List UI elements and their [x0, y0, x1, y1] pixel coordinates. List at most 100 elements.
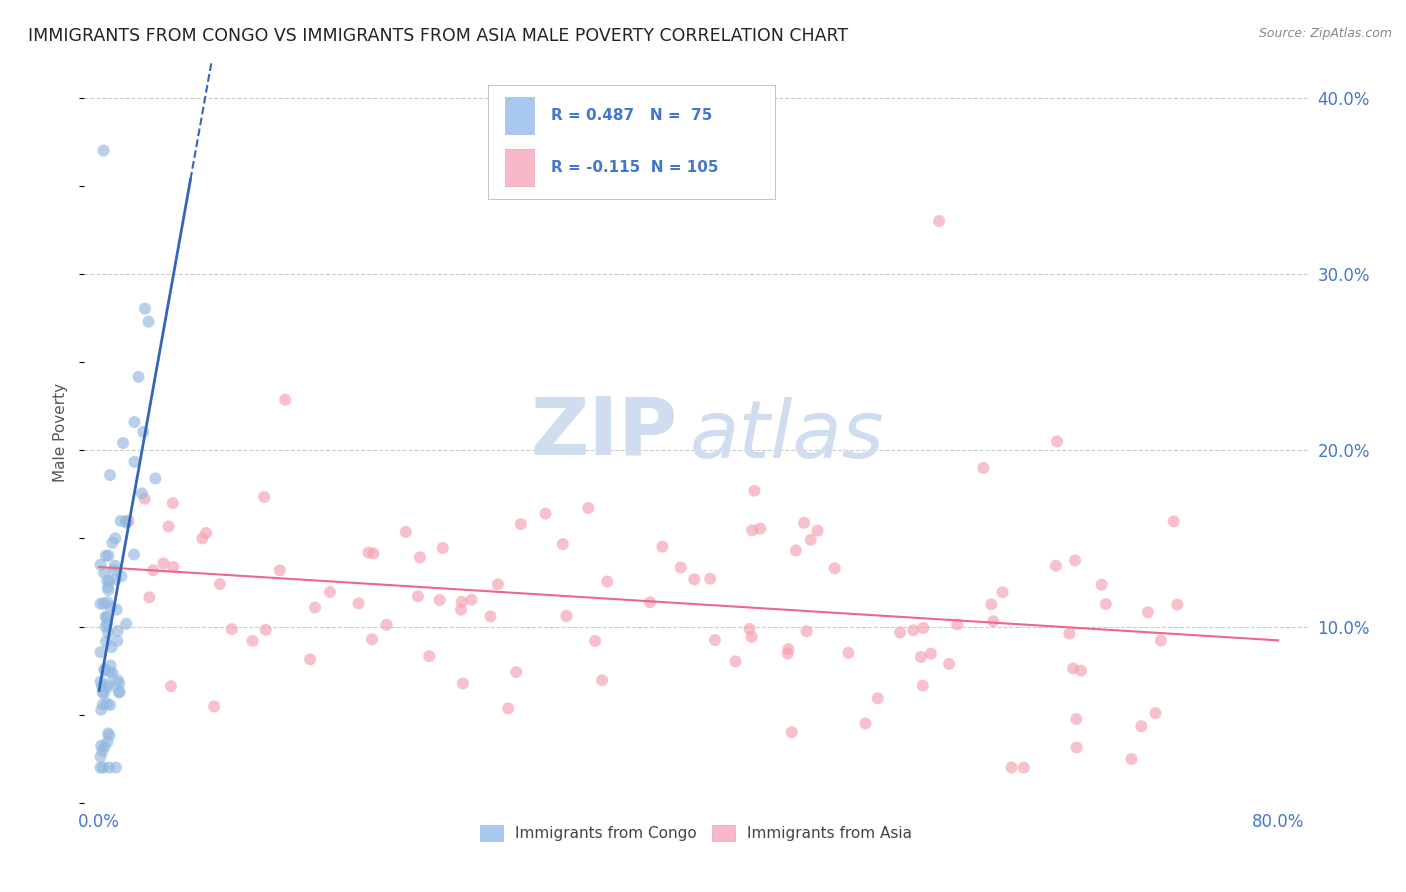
Point	[107, 673, 129, 688]
Point	[90, 597, 112, 611]
Point	[152, 557, 174, 571]
Point	[479, 609, 502, 624]
Point	[911, 679, 934, 693]
Point	[90, 749, 112, 764]
Point	[208, 577, 231, 591]
Point	[669, 560, 692, 574]
Point	[361, 632, 384, 647]
Point	[90, 760, 112, 774]
Point	[912, 621, 935, 635]
Point	[91, 698, 114, 712]
Point	[1066, 740, 1088, 755]
Point	[104, 558, 127, 573]
Point	[143, 471, 166, 485]
Point	[115, 514, 138, 528]
Point	[115, 516, 138, 530]
Point	[98, 468, 121, 483]
Point	[131, 486, 153, 500]
Point	[793, 516, 815, 530]
Point	[460, 592, 482, 607]
Point	[122, 548, 145, 562]
Point	[1091, 577, 1114, 591]
Point	[555, 609, 578, 624]
Point	[450, 595, 472, 609]
Text: IMMIGRANTS FROM CONGO VS IMMIGRANTS FROM ASIA MALE POVERTY CORRELATION CHART: IMMIGRANTS FROM CONGO VS IMMIGRANTS FROM…	[28, 27, 848, 45]
Point	[162, 496, 184, 510]
Point	[450, 603, 472, 617]
Point	[1059, 626, 1081, 640]
Point	[110, 514, 132, 528]
Y-axis label: Male Poverty: Male Poverty	[53, 383, 69, 483]
Point	[866, 691, 889, 706]
Point	[90, 703, 112, 717]
Point	[778, 642, 800, 657]
Point	[191, 532, 214, 546]
Point	[134, 491, 156, 506]
Point	[738, 622, 761, 636]
Point	[596, 574, 619, 589]
Point	[100, 600, 122, 615]
Point	[110, 569, 132, 583]
Point	[749, 522, 772, 536]
Point	[486, 577, 509, 591]
Point	[128, 369, 150, 384]
Point	[93, 662, 115, 676]
Point	[591, 673, 613, 688]
Point	[97, 626, 120, 640]
Point	[94, 609, 117, 624]
Point	[395, 524, 418, 539]
Point	[97, 680, 120, 694]
Point	[704, 633, 727, 648]
Point	[93, 739, 115, 754]
Point	[97, 677, 120, 691]
Point	[107, 624, 129, 638]
Point	[97, 549, 120, 563]
Point	[928, 214, 950, 228]
Point	[432, 541, 454, 555]
Point	[124, 455, 146, 469]
Point	[972, 461, 994, 475]
Point	[160, 679, 183, 693]
Point	[375, 617, 398, 632]
Point	[1121, 752, 1143, 766]
Point	[157, 519, 180, 533]
Point	[319, 585, 342, 599]
Point	[91, 679, 114, 693]
Point	[104, 760, 127, 774]
Point	[347, 596, 370, 610]
Point	[96, 574, 118, 588]
Point	[1066, 712, 1088, 726]
Point	[138, 315, 160, 329]
Point	[1136, 605, 1159, 619]
Point	[103, 563, 125, 577]
Point	[889, 625, 911, 640]
Point	[683, 572, 706, 586]
Point	[576, 501, 599, 516]
Text: ZIP: ZIP	[530, 393, 678, 472]
Point	[96, 697, 118, 711]
Point	[800, 533, 823, 547]
Point	[108, 684, 131, 698]
Point	[101, 666, 124, 681]
Point	[824, 561, 846, 575]
Point	[1163, 514, 1185, 528]
Text: atlas: atlas	[690, 397, 884, 475]
Point	[115, 616, 138, 631]
Point	[406, 590, 429, 604]
Point	[91, 744, 114, 758]
Point	[1012, 760, 1035, 774]
Point	[93, 686, 115, 700]
Point	[1150, 633, 1173, 648]
Point	[98, 760, 121, 774]
Point	[195, 526, 218, 541]
Point	[90, 558, 112, 572]
Point	[903, 624, 925, 638]
Point	[202, 699, 225, 714]
Point	[946, 617, 969, 632]
Point	[429, 593, 451, 607]
Point	[138, 591, 160, 605]
Point	[134, 301, 156, 316]
Point	[93, 663, 115, 677]
Point	[505, 665, 527, 679]
Point	[98, 698, 121, 712]
